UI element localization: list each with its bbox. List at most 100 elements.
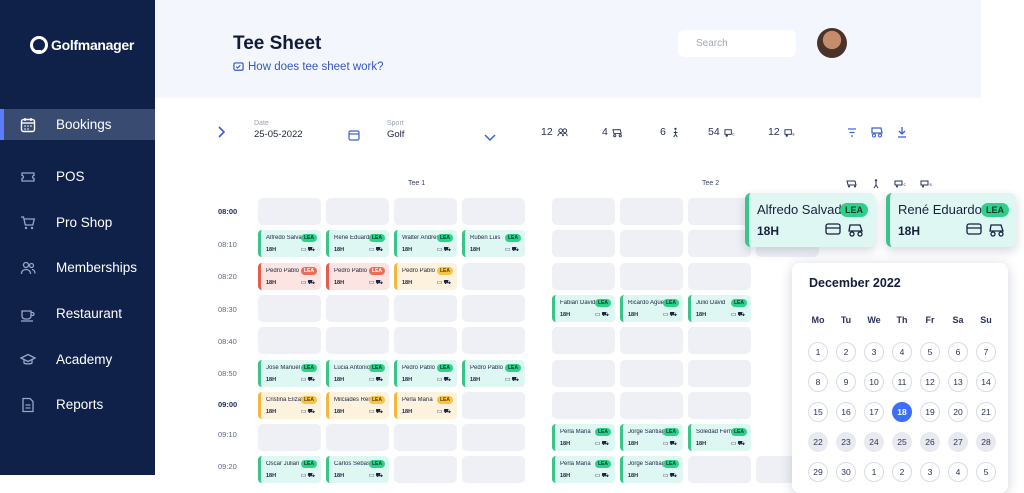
empty-slot[interactable]: [462, 295, 525, 322]
calendar-day[interactable]: 17: [864, 402, 884, 422]
empty-slot[interactable]: [552, 392, 615, 419]
calendar-day[interactable]: 1: [864, 462, 884, 482]
booking-card[interactable]: Jorge Santiago LEA 18H ▭⛟: [620, 424, 683, 451]
booking-card[interactable]: Oscar Julian LEA 18H ▭⛟: [258, 456, 321, 483]
booking-card[interactable]: Soledad FernandaLEA 18H ▭⛟: [688, 424, 751, 451]
empty-slot[interactable]: [462, 327, 525, 354]
calendar-day[interactable]: 2: [892, 462, 912, 482]
booking-card[interactable]: Perla Maria LEA 18H ▭⛟: [552, 424, 615, 451]
calendar-day[interactable]: 16: [836, 402, 856, 422]
booking-card[interactable]: Jorge Santiago LEA 18H ▭⛟: [620, 456, 683, 483]
chevron-right-icon[interactable]: [217, 126, 227, 138]
sidebar-item-memberships[interactable]: Memberships: [0, 252, 155, 283]
empty-slot[interactable]: [688, 198, 751, 225]
booking-card[interactable]: Pedro Pablo LEA 18H ▭⛟: [258, 263, 321, 290]
calendar-day[interactable]: 25: [892, 432, 912, 452]
empty-slot[interactable]: [688, 456, 751, 483]
empty-slot[interactable]: [552, 327, 615, 354]
calendar-day[interactable]: 4: [948, 462, 968, 482]
calendar-day[interactable]: 15: [808, 402, 828, 422]
empty-slot[interactable]: [620, 263, 683, 290]
empty-slot[interactable]: [326, 327, 389, 354]
booking-card[interactable]: Ricardo Aguero LEA 18H ▭⛟: [620, 295, 683, 322]
booking-card[interactable]: Fabian David LEA 18H ▭⛟: [552, 295, 615, 322]
empty-slot[interactable]: [688, 392, 751, 419]
calendar-day[interactable]: 27: [948, 432, 968, 452]
golf-cart-icon[interactable]: [870, 126, 884, 138]
empty-slot[interactable]: [620, 230, 683, 257]
calendar-day[interactable]: 10: [864, 372, 884, 392]
booking-card[interactable]: Pedro Pablo LEA 18H ▭⛟: [462, 360, 525, 387]
empty-slot[interactable]: [326, 198, 389, 225]
empty-slot[interactable]: [394, 295, 457, 322]
sidebar-item-pos[interactable]: POS: [0, 161, 155, 192]
empty-slot[interactable]: [258, 424, 321, 451]
booking-card-featured[interactable]: Alfredo Salvador LEA 18H: [745, 193, 875, 247]
calendar-day[interactable]: 20: [948, 402, 968, 422]
calendar-day[interactable]: 22: [808, 432, 828, 452]
booking-card[interactable]: Alfredo Salvador LEA 18H ▭⛟: [258, 230, 321, 257]
booking-card[interactable]: Milciades RenatoLEA 18H ▭⛟: [326, 392, 389, 419]
calendar-day[interactable]: 23: [836, 432, 856, 452]
calendar-day[interactable]: 29: [808, 462, 828, 482]
calendar-day[interactable]: 3: [864, 342, 884, 362]
sidebar-item-pro-shop[interactable]: Pro Shop: [0, 207, 155, 238]
empty-slot[interactable]: [552, 230, 615, 257]
empty-slot[interactable]: [326, 424, 389, 451]
empty-slot[interactable]: [552, 360, 615, 387]
calendar-day[interactable]: 4: [892, 342, 912, 362]
sidebar-item-restaurant[interactable]: Restaurant: [0, 298, 155, 329]
empty-slot[interactable]: [688, 327, 751, 354]
booking-card[interactable]: Cristina ElizabethLEA 18H ▭⛟: [258, 392, 321, 419]
booking-card[interactable]: Carlos SebastianLEA 18H ▭⛟: [326, 456, 389, 483]
empty-slot[interactable]: [620, 198, 683, 225]
chevron-down-icon[interactable]: [484, 134, 496, 142]
booking-card[interactable]: Pedro Pablo LEA 18H ▭⛟: [394, 263, 457, 290]
booking-card[interactable]: Ruben Luis LEA 18H ▭⛟: [462, 230, 525, 257]
date-field[interactable]: Date 25-05-2022: [254, 120, 303, 140]
booking-card[interactable]: Lucia Antonio LEA 18H ▭⛟: [326, 360, 389, 387]
booking-card[interactable]: Perla Maria LEA 18H ▭⛟: [552, 456, 615, 483]
calendar-day[interactable]: 30: [836, 462, 856, 482]
calendar-day[interactable]: 11: [892, 372, 912, 392]
empty-slot[interactable]: [688, 360, 751, 387]
calendar-day[interactable]: 5: [976, 462, 996, 482]
calendar-day[interactable]: 26: [920, 432, 940, 452]
download-icon[interactable]: [897, 126, 907, 138]
booking-card[interactable]: Walter Andres LEA 18H ▭⛟: [394, 230, 457, 257]
empty-slot[interactable]: [258, 295, 321, 322]
calendar-day[interactable]: 9: [836, 372, 856, 392]
calendar-day[interactable]: 7: [976, 342, 996, 362]
calendar-day[interactable]: 3: [920, 462, 940, 482]
empty-slot[interactable]: [462, 263, 525, 290]
calendar-day[interactable]: 14: [976, 372, 996, 392]
booking-card[interactable]: René Eduardo LEA 18H ▭⛟: [326, 230, 389, 257]
sidebar-item-academy[interactable]: Academy: [0, 344, 155, 375]
empty-slot[interactable]: [394, 424, 457, 451]
avatar[interactable]: [817, 28, 847, 58]
logo[interactable]: Golfmanager: [30, 36, 134, 54]
calendar-day[interactable]: 18: [892, 402, 912, 422]
calendar-day[interactable]: 13: [948, 372, 968, 392]
empty-slot[interactable]: [258, 198, 321, 225]
empty-slot[interactable]: [462, 424, 525, 451]
empty-slot[interactable]: [688, 263, 751, 290]
empty-slot[interactable]: [462, 456, 525, 483]
calendar-day[interactable]: 21: [976, 402, 996, 422]
empty-slot[interactable]: [258, 327, 321, 354]
calendar-day[interactable]: 24: [864, 432, 884, 452]
booking-card[interactable]: Pedro Pablo LEA 18H ▭⛟: [394, 360, 457, 387]
calendar-picker-icon[interactable]: [348, 129, 360, 141]
empty-slot[interactable]: [394, 327, 457, 354]
booking-card[interactable]: Perla Maria LEA 18H ▭⛟: [394, 392, 457, 419]
empty-slot[interactable]: [620, 392, 683, 419]
calendar-day[interactable]: 5: [920, 342, 940, 362]
empty-slot[interactable]: [462, 392, 525, 419]
calendar-day[interactable]: 28: [976, 432, 996, 452]
calendar-day[interactable]: 8: [808, 372, 828, 392]
empty-slot[interactable]: [620, 327, 683, 354]
empty-slot[interactable]: [552, 263, 615, 290]
empty-slot[interactable]: [394, 456, 457, 483]
sport-select[interactable]: Sport Golf: [387, 120, 404, 140]
calendar-day[interactable]: 1: [808, 342, 828, 362]
